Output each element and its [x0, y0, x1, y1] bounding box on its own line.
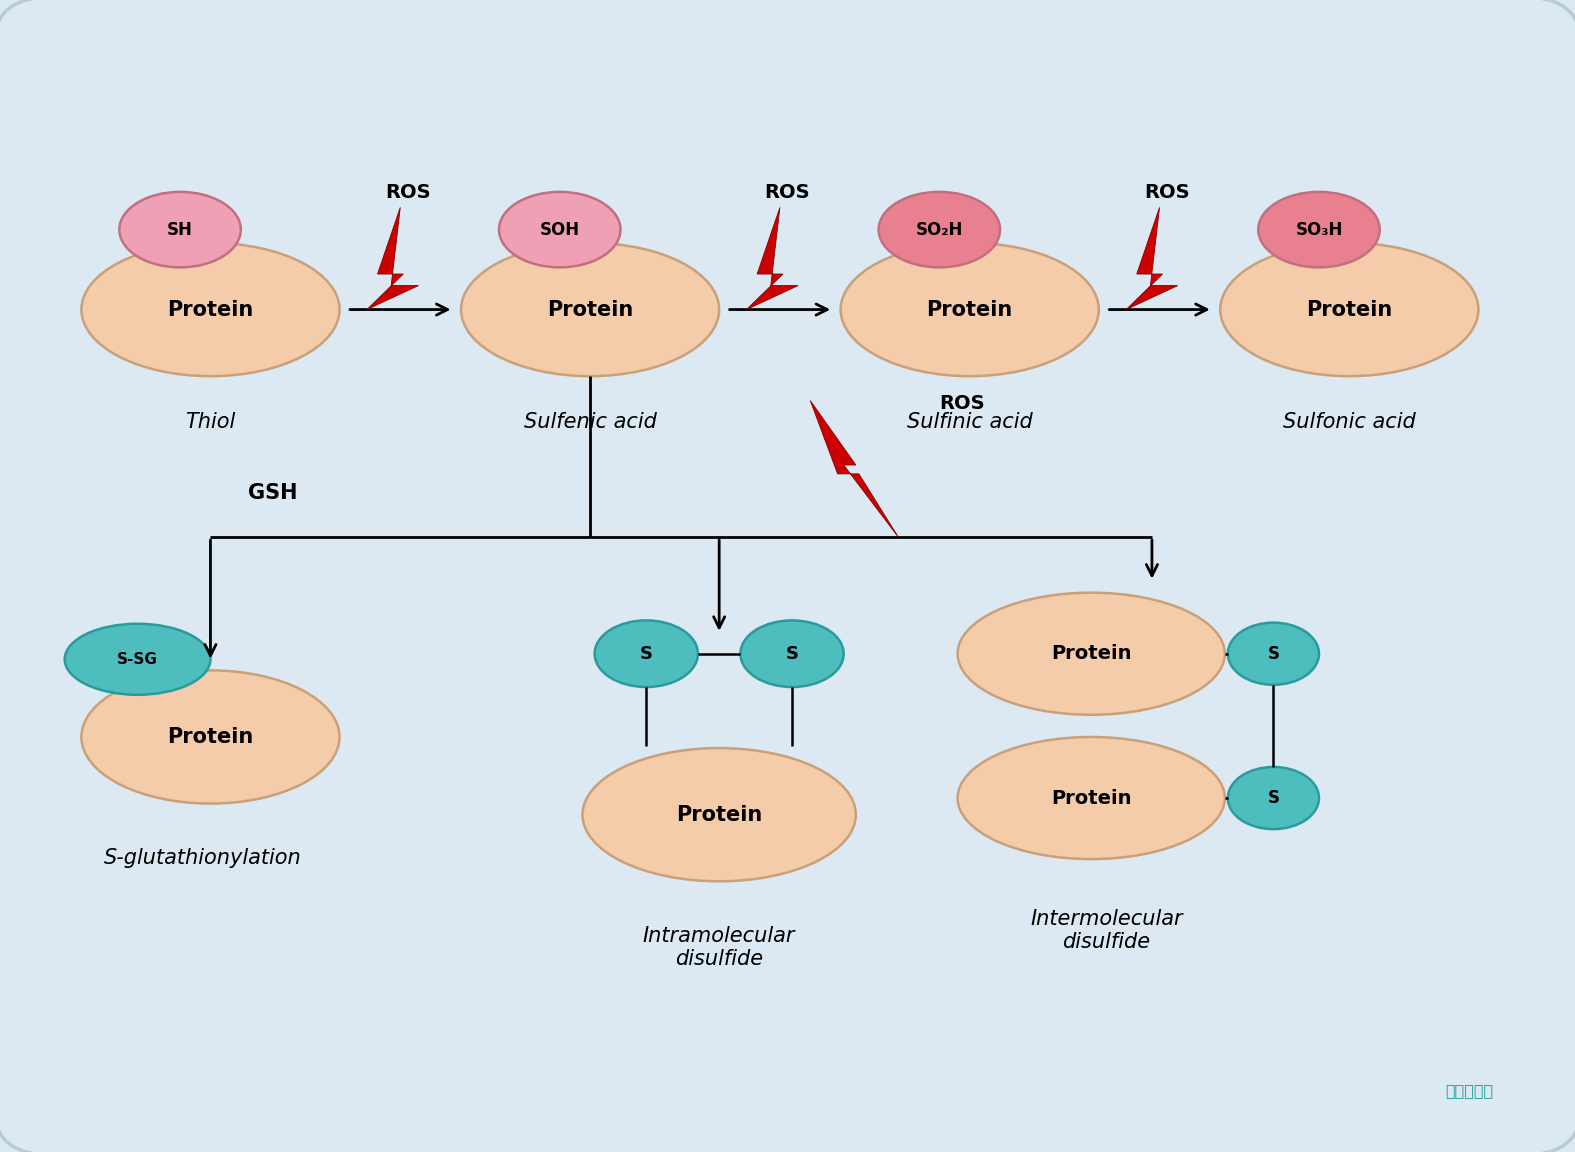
Text: GSH: GSH: [249, 483, 298, 502]
Text: ROS: ROS: [384, 183, 430, 203]
Text: Protein: Protein: [167, 727, 254, 746]
Text: Protein: Protein: [167, 300, 254, 319]
Text: Thiol: Thiol: [186, 411, 236, 432]
Ellipse shape: [1258, 192, 1380, 267]
Ellipse shape: [82, 243, 340, 377]
Ellipse shape: [740, 621, 844, 687]
Text: 热爱收录库: 热爱收录库: [1446, 1083, 1493, 1098]
Text: Protein: Protein: [1051, 644, 1131, 664]
Text: SO₂H: SO₂H: [915, 221, 962, 238]
Ellipse shape: [1228, 622, 1318, 684]
Text: Sulfinic acid: Sulfinic acid: [907, 411, 1033, 432]
Ellipse shape: [461, 243, 720, 377]
Text: ROS: ROS: [939, 394, 984, 414]
Polygon shape: [367, 207, 419, 310]
Text: Sulfenic acid: Sulfenic acid: [523, 411, 657, 432]
Text: SO₃H: SO₃H: [1295, 221, 1342, 238]
Ellipse shape: [958, 737, 1225, 859]
Ellipse shape: [958, 592, 1225, 714]
Polygon shape: [747, 207, 799, 310]
Text: ROS: ROS: [1145, 183, 1191, 203]
Ellipse shape: [65, 623, 211, 695]
Polygon shape: [1126, 207, 1178, 310]
Ellipse shape: [120, 192, 241, 267]
Text: Intermolecular
disulfide: Intermolecular disulfide: [1030, 909, 1183, 953]
Ellipse shape: [1228, 767, 1318, 829]
Text: S: S: [639, 645, 652, 662]
Text: Protein: Protein: [1306, 300, 1392, 319]
Text: S-SG: S-SG: [117, 652, 158, 667]
Ellipse shape: [499, 192, 621, 267]
Ellipse shape: [595, 621, 698, 687]
Ellipse shape: [841, 243, 1099, 377]
Text: S: S: [1268, 645, 1279, 662]
Text: SH: SH: [167, 221, 194, 238]
Text: Protein: Protein: [926, 300, 1013, 319]
Text: Sulfonic acid: Sulfonic acid: [1284, 411, 1416, 432]
Text: Protein: Protein: [547, 300, 633, 319]
Text: Protein: Protein: [676, 805, 762, 825]
Ellipse shape: [82, 670, 340, 804]
Ellipse shape: [1221, 243, 1479, 377]
Text: ROS: ROS: [765, 183, 810, 203]
Text: S-glutathionylation: S-glutathionylation: [104, 848, 302, 867]
Text: Protein: Protein: [1051, 788, 1131, 808]
Polygon shape: [810, 401, 898, 537]
Text: SOH: SOH: [540, 221, 580, 238]
Text: Intramolecular
disulfide: Intramolecular disulfide: [643, 926, 795, 969]
Text: S: S: [786, 645, 799, 662]
Text: S: S: [1268, 789, 1279, 808]
Ellipse shape: [583, 748, 855, 881]
Ellipse shape: [879, 192, 1000, 267]
